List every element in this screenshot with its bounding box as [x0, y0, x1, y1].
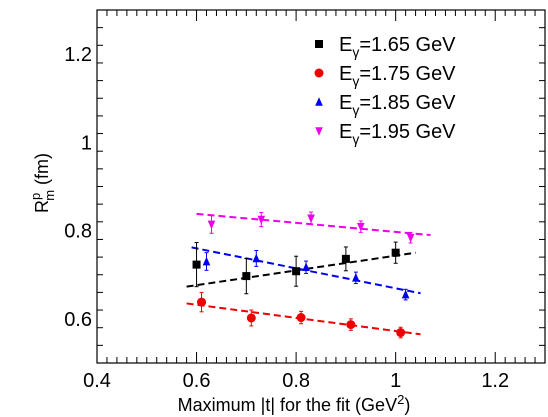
data-point — [341, 254, 350, 263]
legend-label-sub: γ — [352, 131, 359, 147]
legend-label-prefix: E — [339, 34, 352, 56]
y-axis-label-sub: m — [42, 190, 57, 201]
legend-label-sub: γ — [352, 44, 359, 60]
x-tick-label: 1.2 — [481, 370, 509, 392]
legend-label: Eγ=1.95 GeV — [339, 121, 456, 147]
data-point — [192, 260, 201, 269]
data-point — [396, 328, 406, 338]
x-tick-label: 1 — [390, 370, 401, 392]
x-axis-label-close: ) — [404, 395, 410, 415]
fit-lines — [186, 212, 431, 336]
data-point — [307, 214, 315, 224]
plot-frame — [96, 9, 546, 364]
data-point — [202, 256, 211, 266]
x-axis-label-main: Maximum |t| for the fit (GeV — [178, 395, 397, 415]
data-point — [292, 267, 301, 276]
tick-labels: 0.4 0.6 0.8 1 1.2 0.6 0.8 1 1.2 — [64, 44, 509, 392]
legend-label-sub: γ — [352, 73, 359, 89]
y-tick-label: 0.6 — [64, 309, 92, 331]
legend-label-prefix: E — [339, 121, 352, 143]
y-axis-label-main: R — [32, 200, 52, 213]
legend-label-sub: γ — [352, 102, 359, 118]
data-point — [207, 220, 216, 230]
data-point — [391, 248, 400, 257]
data-point — [257, 215, 266, 225]
x-axis-label: Maximum |t| for the fit (GeV2) — [178, 392, 411, 415]
legend-marker — [315, 97, 323, 106]
fit-line — [196, 212, 431, 237]
plot-border — [96, 9, 546, 364]
data-points — [192, 211, 415, 339]
data-point — [252, 253, 261, 263]
y-tick-label: 1 — [81, 132, 92, 154]
legend-label: Eγ=1.65 GeV — [339, 34, 456, 60]
y-tick-label: 1.2 — [64, 44, 92, 66]
legend-label-prefix: E — [339, 92, 352, 114]
data-point — [352, 273, 360, 282]
legend-label-value: =1.95 GeV — [359, 121, 456, 143]
x-tick-label: 0.8 — [282, 370, 310, 392]
legend-marker — [315, 40, 323, 48]
legend-marker — [315, 127, 323, 136]
legend-label: Eγ=1.75 GeV — [339, 63, 456, 89]
y-tick-label: 0.8 — [64, 221, 92, 243]
data-point — [302, 262, 310, 272]
x-tick-label: 0.6 — [183, 370, 211, 392]
y-axis-label-unit: (fm) — [32, 153, 52, 190]
x-tick-label: 0.4 — [83, 370, 111, 392]
data-point — [246, 313, 256, 323]
fit-line — [186, 302, 421, 336]
x-axis-label-sup: 2 — [397, 392, 404, 407]
data-point — [197, 297, 207, 307]
legend-label-value: =1.75 GeV — [359, 63, 456, 85]
axis-ticks — [96, 9, 546, 364]
data-point — [242, 272, 251, 281]
data-point — [296, 313, 306, 323]
y-axis-label-sup: p — [28, 193, 43, 200]
legend-marker — [314, 68, 324, 78]
data-point — [406, 233, 415, 243]
data-point — [346, 320, 356, 330]
legend-label-value: =1.65 GeV — [359, 34, 456, 56]
y-axis-label: Rpm (fm) — [28, 153, 57, 213]
data-point — [357, 222, 365, 232]
legend-label-value: =1.85 GeV — [359, 92, 456, 114]
legend-label-prefix: E — [339, 63, 352, 85]
legend-label: Eγ=1.85 GeV — [339, 92, 456, 118]
data-point — [401, 289, 410, 299]
